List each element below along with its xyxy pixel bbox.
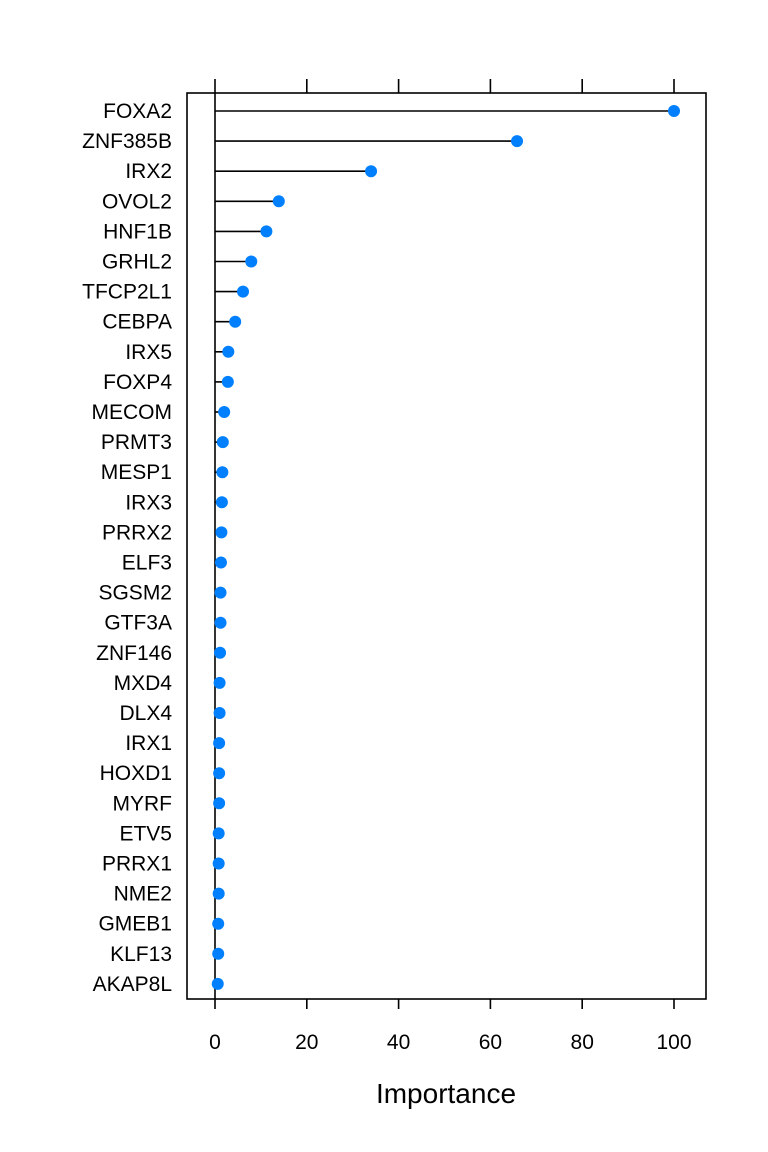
point-irx5	[222, 345, 235, 358]
category-label-irx2: IRX2	[125, 160, 172, 183]
x-tick-label-0: 0	[209, 1031, 221, 1054]
x-axis-title: Importance	[376, 1078, 516, 1109]
point-mesp1	[216, 466, 229, 479]
category-label-nme2: NME2	[114, 883, 172, 906]
category-label-akap8l: AKAP8L	[93, 973, 172, 996]
category-label-dlx4: DLX4	[119, 702, 172, 725]
category-label-irx3: IRX3	[125, 491, 172, 514]
x-tick-label-40: 40	[387, 1031, 410, 1054]
category-label-znf146: ZNF146	[96, 642, 172, 665]
point-prrx1	[212, 857, 225, 870]
category-label-foxp4: FOXP4	[103, 371, 172, 394]
category-label-gmeb1: GMEB1	[98, 913, 172, 936]
point-grhl2	[245, 255, 258, 268]
category-label-prrx1: PRRX1	[102, 853, 172, 876]
point-irx3	[215, 496, 228, 509]
category-label-foxa2: FOXA2	[103, 100, 172, 123]
point-prrx2	[215, 526, 228, 539]
point-ovol2	[272, 195, 285, 208]
point-gmeb1	[212, 917, 225, 930]
point-znf146	[214, 646, 227, 659]
point-gtf3a	[214, 616, 227, 629]
category-label-sgsm2: SGSM2	[98, 582, 172, 605]
category-label-irx1: IRX1	[125, 732, 172, 755]
point-myrf	[213, 797, 226, 810]
category-label-mxd4: MXD4	[114, 672, 173, 695]
category-label-etv5: ETV5	[119, 822, 172, 845]
category-label-prrx2: PRRX2	[102, 521, 172, 544]
point-hoxd1	[213, 767, 226, 780]
category-label-grhl2: GRHL2	[102, 251, 172, 274]
category-label-cebpa: CEBPA	[102, 311, 172, 334]
category-label-klf13: KLF13	[110, 943, 172, 966]
plot-frame	[186, 92, 707, 1000]
category-label-elf3: ELF3	[122, 552, 172, 575]
point-irx1	[213, 737, 226, 750]
point-tfcp2l1	[236, 285, 249, 298]
point-klf13	[212, 947, 225, 960]
point-hnf1b	[260, 225, 273, 238]
point-nme2	[212, 887, 225, 900]
category-label-ovol2: OVOL2	[102, 190, 172, 213]
point-etv5	[212, 827, 225, 840]
point-foxa2	[668, 105, 680, 117]
category-label-myrf: MYRF	[113, 792, 173, 815]
category-label-mecom: MECOM	[92, 401, 173, 424]
category-label-mesp1: MESP1	[101, 461, 172, 484]
x-tick-label-60: 60	[479, 1031, 502, 1054]
point-elf3	[214, 556, 227, 569]
point-sgsm2	[214, 586, 227, 599]
category-label-znf385b: ZNF385B	[82, 130, 172, 153]
category-label-tfcp2l1: TFCP2L1	[82, 281, 172, 304]
x-tick-label-80: 80	[571, 1031, 594, 1054]
point-znf385b	[511, 135, 524, 148]
point-dlx4	[213, 707, 226, 719]
point-akap8l	[211, 977, 224, 990]
category-label-hoxd1: HOXD1	[100, 762, 172, 785]
point-mecom	[218, 406, 231, 418]
point-foxp4	[221, 375, 234, 388]
category-label-gtf3a: GTF3A	[104, 612, 172, 635]
category-label-irx5: IRX5	[125, 341, 172, 364]
point-prmt3	[216, 436, 229, 449]
point-irx2	[365, 165, 378, 178]
category-label-prmt3: PRMT3	[101, 431, 172, 454]
category-label-hnf1b: HNF1B	[103, 220, 172, 243]
x-tick-label-20: 20	[295, 1031, 318, 1054]
point-cebpa	[229, 315, 242, 328]
point-mxd4	[213, 676, 226, 689]
x-tick-label-100: 100	[656, 1031, 691, 1054]
